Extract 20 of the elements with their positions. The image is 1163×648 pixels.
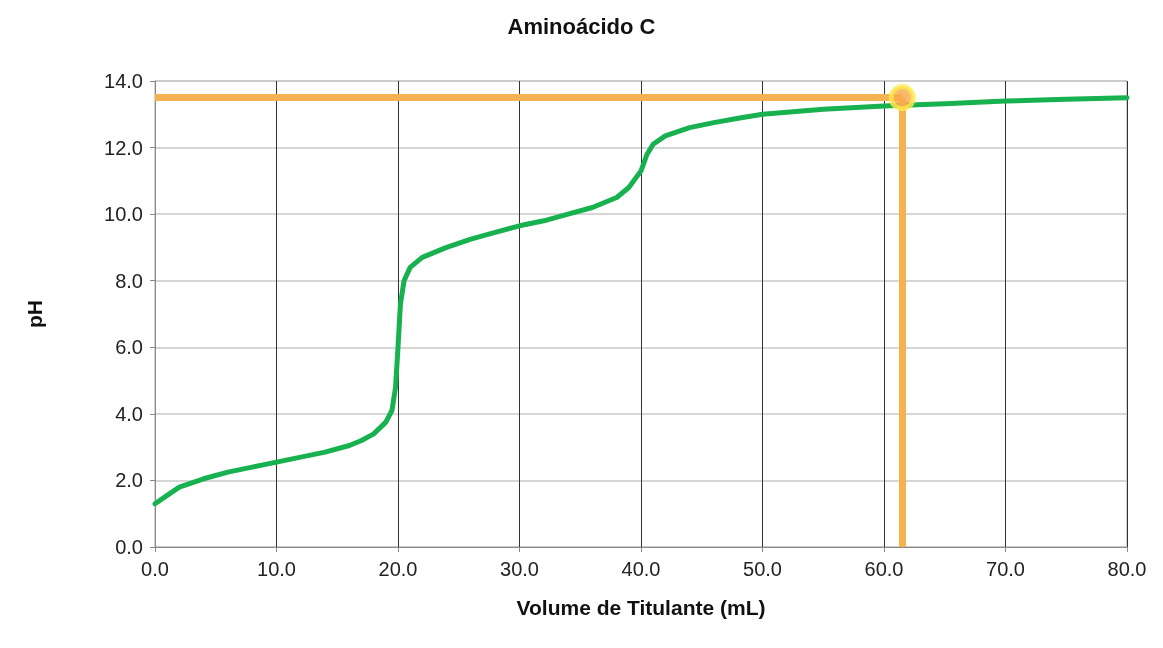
x-tick-label: 10.0 (257, 558, 296, 580)
y-tick-label: 4.0 (115, 402, 143, 425)
x-tick-label: 70.0 (986, 558, 1025, 580)
x-tick-label: 30.0 (500, 558, 539, 580)
y-axis-title: pH (23, 300, 46, 328)
x-tick-label: 0.0 (141, 558, 169, 580)
y-tick-label: 12.0 (104, 136, 143, 159)
x-tick-label: 40.0 (621, 558, 661, 580)
x-tick-label: 60.0 (864, 558, 904, 580)
y-tick-label: 6.0 (115, 336, 143, 359)
y-tick-label: 10.0 (104, 203, 143, 226)
y-tick-label: 0.0 (115, 536, 143, 558)
x-tick-label: 50.0 (743, 558, 782, 580)
y-tick-label: 14.0 (104, 70, 143, 92)
y-tick-label: 2.0 (115, 469, 143, 492)
x-axis-title: Volume de Titulante (mL) (516, 596, 766, 619)
x-tick-label: 80.0 (1107, 558, 1147, 580)
y-tick-label: 8.0 (115, 269, 143, 292)
chart-title: Aminoácido C (507, 13, 656, 39)
x-tick-label: 20.0 (378, 558, 418, 580)
